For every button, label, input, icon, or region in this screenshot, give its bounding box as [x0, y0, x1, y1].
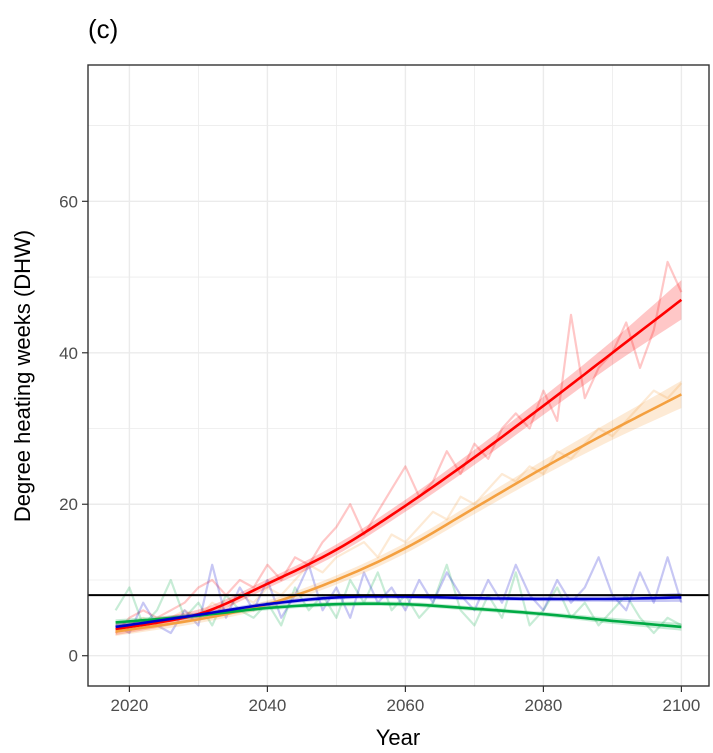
x-tick-label: 2040	[248, 696, 286, 715]
grid	[88, 65, 709, 686]
panel-title: (c)	[88, 14, 118, 44]
x-axis-title: Year	[376, 725, 420, 750]
y-axis: 0 20 40 60	[59, 192, 88, 666]
smooth-series-lines	[115, 298, 683, 633]
smooth-line-2	[115, 602, 682, 629]
smooth-line-3	[115, 595, 682, 629]
y-tick-label: 60	[59, 192, 78, 211]
smooth-line-0	[115, 298, 683, 631]
y-tick-label: 40	[59, 344, 78, 363]
y-tick-label: 20	[59, 495, 78, 514]
y-axis-title: Degree heating weeks (DHW)	[10, 230, 35, 522]
x-axis: 2020 2040 2060 2080 2100	[110, 686, 700, 715]
plot-panel	[88, 65, 709, 686]
y-tick-label: 0	[69, 647, 78, 666]
x-tick-label: 2060	[386, 696, 424, 715]
x-tick-label: 2020	[110, 696, 148, 715]
raw-line-1	[115, 382, 683, 634]
x-tick-label: 2080	[524, 696, 562, 715]
raw-line-3	[115, 556, 683, 635]
plot-border	[87, 64, 710, 687]
raw-line-0	[114, 260, 683, 634]
x-tick-label: 2100	[662, 696, 700, 715]
smooth-line-1	[115, 393, 682, 633]
